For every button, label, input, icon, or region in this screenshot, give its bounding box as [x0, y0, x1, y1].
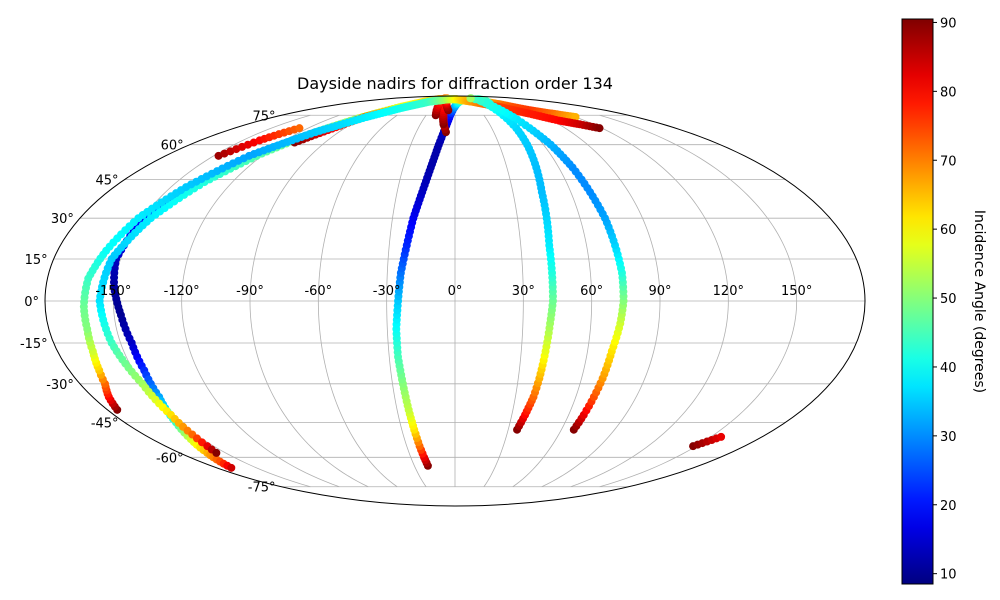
data-point	[717, 432, 726, 441]
colorbar-tick-label: 60	[940, 223, 957, 238]
colorbar-label: Incidence Angle (degrees)	[971, 210, 987, 393]
longitude-tick-labels: -150° -120° -90° -60° -30° 0° 30° 60° 90° 120° 150…	[95, 284, 812, 299]
colorbar	[901, 18, 934, 585]
latitude-tick-label: -75°	[248, 481, 276, 496]
longitude-tick-label: -90°	[236, 284, 264, 299]
latitude-tick-label: -30°	[46, 378, 74, 393]
latitude-tick-label: 60°	[161, 139, 184, 154]
longitude-tick-label: -120°	[164, 284, 200, 299]
longitude-tick-label: 120°	[713, 284, 744, 299]
colorbar-tick-label: 70	[940, 154, 957, 169]
colorbar-ticks: 10 20 30 40 50 60 70 80 90	[933, 16, 957, 583]
data-point	[595, 124, 604, 133]
latitude-tick-labels: -75° -60° -45° -30° -15° 0° 15° 30° 45° 60° 75°	[20, 109, 276, 495]
colorbar-tick-label: 10	[940, 568, 957, 583]
longitude-tick-label: 0°	[448, 284, 463, 299]
colorbar-tick-label: 90	[940, 16, 957, 31]
longitude-tick-label: -60°	[304, 284, 332, 299]
map-boundary	[44, 95, 866, 507]
latitude-tick-label: 45°	[96, 174, 119, 189]
latitude-tick-label: -60°	[156, 451, 184, 466]
latitude-tick-label: 30°	[51, 212, 74, 227]
colorbar-tick-label: 80	[940, 85, 957, 100]
colorbar-tick-label: 50	[940, 292, 957, 307]
colorbar-tick-label: 20	[940, 499, 957, 514]
latitude-tick-label: 15°	[25, 253, 48, 268]
latitude-tick-label: -15°	[20, 337, 48, 352]
data-points	[79, 94, 726, 472]
longitude-tick-label: 90°	[648, 284, 671, 299]
data-point	[227, 463, 236, 472]
colorbar-tick-label: 30	[940, 430, 957, 445]
data-point	[295, 124, 304, 133]
latitude-tick-label: 75°	[252, 109, 275, 124]
data-point	[212, 448, 221, 457]
data-point	[466, 94, 475, 103]
data-point	[571, 113, 580, 121]
latitude-tick-label: -45°	[91, 416, 119, 431]
longitude-tick-label: 30°	[512, 284, 535, 299]
longitude-tick-label: -150°	[95, 284, 131, 299]
latitude-tick-label: 0°	[24, 295, 39, 310]
longitude-tick-label: 150°	[781, 284, 812, 299]
graticule	[45, 114, 865, 488]
colorbar-tick-label: 40	[940, 361, 957, 376]
longitude-tick-label: -30°	[373, 284, 401, 299]
longitude-tick-label: 60°	[580, 284, 603, 299]
chart-title: Dayside nadirs for diffraction order 134	[297, 74, 613, 93]
